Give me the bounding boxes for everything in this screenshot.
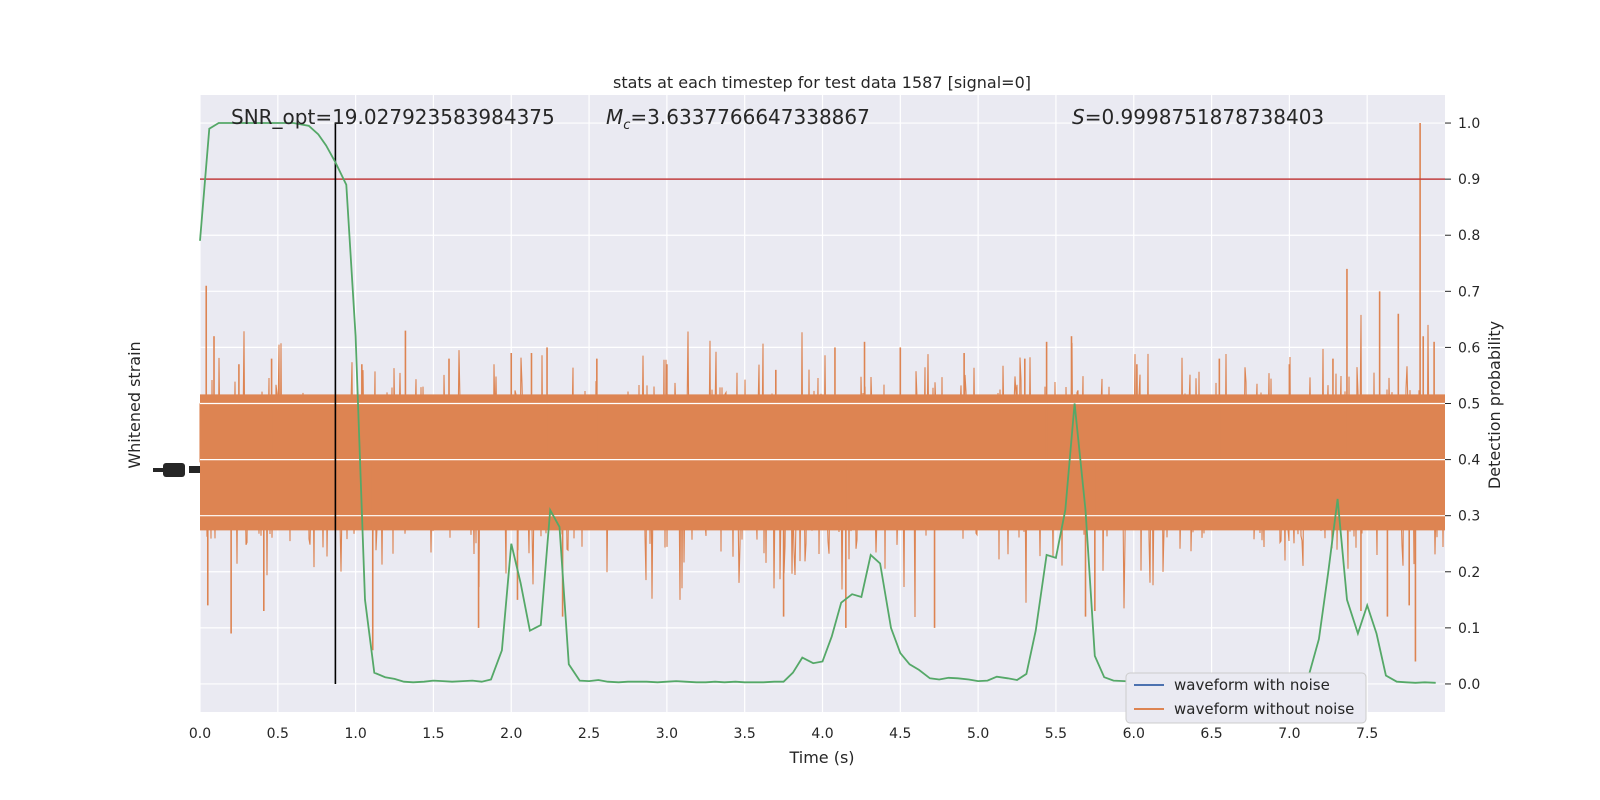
right-tick-label: 0.6 [1458, 340, 1480, 356]
s-symbol: S [1072, 105, 1085, 129]
right-tick-label: 0.2 [1458, 565, 1480, 581]
x-tick-label: 7.0 [1278, 726, 1300, 742]
mc-symbol: M [606, 105, 623, 129]
x-tick-label: 2.5 [578, 726, 600, 742]
x-axis-label: Time (s) [788, 748, 854, 767]
right-tick-label: 0.1 [1458, 621, 1480, 637]
mc-value: =3.6337766647338867 [630, 105, 869, 129]
legend-label-noise: waveform with noise [1174, 676, 1330, 694]
x-tick-label: 7.5 [1356, 726, 1378, 742]
right-tick-label: 0.9 [1458, 172, 1480, 188]
strain-series [199, 123, 1445, 662]
x-tick-label: 5.0 [967, 726, 989, 742]
x-tick-label: 6.0 [1123, 726, 1145, 742]
mc-subscript: c [623, 118, 630, 133]
x-tick-label: 3.5 [734, 726, 756, 742]
x-tick-label: 0.5 [267, 726, 289, 742]
s-annotation: S=0.9998751878738403 [1072, 105, 1324, 129]
right-tick-label: 0.3 [1458, 509, 1480, 525]
right-tick-label: 0.7 [1458, 284, 1480, 300]
s-value: =0.9998751878738403 [1085, 105, 1324, 129]
snr-annotation: SNR_opt=19.027923583984375 [231, 105, 555, 129]
legend: waveform with noise waveform without noi… [1125, 672, 1367, 724]
x-tick-label: 6.5 [1200, 726, 1222, 742]
x-tick-label: 4.5 [889, 726, 911, 742]
x-tick-label: 3.0 [656, 726, 678, 742]
left-axis-tick-cluster [153, 463, 200, 477]
right-tick-label: 0.8 [1458, 228, 1480, 244]
chart-title: stats at each timestep for test data 158… [613, 73, 1031, 92]
legend-label-clean: waveform without noise [1174, 700, 1354, 718]
x-tick-label: 2.0 [500, 726, 522, 742]
left-axis-label: Whitened strain [125, 341, 144, 468]
legend-box [1125, 672, 1367, 724]
x-tick-label: 1.0 [344, 726, 366, 742]
x-axis-ticks: 0.0 0.5 1.0 1.5 2.0 2.5 3.0 3.5 4.0 4.5 5.0 5.5 6.0 6… [189, 726, 1378, 742]
right-tick-label: 0.0 [1458, 677, 1480, 693]
right-tick-label: 0.4 [1458, 453, 1480, 469]
x-tick-label: 4.0 [811, 726, 833, 742]
x-tick-label: 1.5 [422, 726, 444, 742]
right-tick-label: 0.5 [1458, 397, 1480, 413]
mc-annotation: Mc=3.6337766647338867 [606, 105, 870, 133]
strain-dense-band [200, 394, 1445, 531]
right-axis-ticks: 0.0 0.1 0.2 0.3 0.4 0.5 0.6 0.7 0.8 0.9 1.0 [1445, 116, 1480, 693]
x-tick-label: 5.5 [1045, 726, 1067, 742]
x-tick-label: 0.0 [189, 726, 211, 742]
right-axis-label: Detection probability [1485, 321, 1504, 489]
right-tick-label: 1.0 [1458, 116, 1480, 132]
